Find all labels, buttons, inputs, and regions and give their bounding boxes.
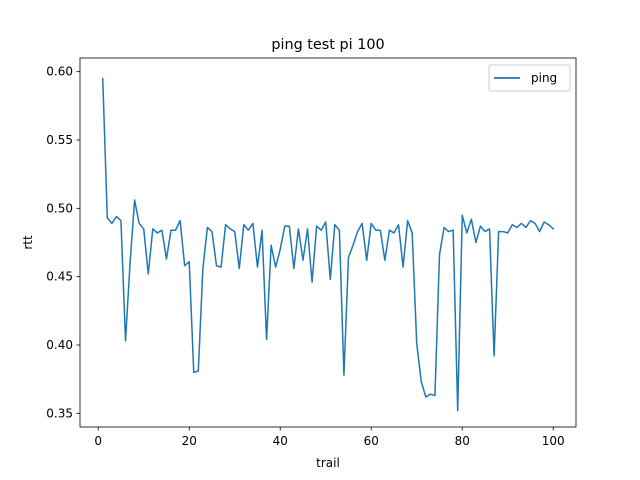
series-line-ping [101,77,555,412]
legend-box [488,64,571,92]
y-tick-label: 0.40 [46,338,73,352]
y-tick-label: 0.60 [46,65,73,79]
y-tick-label: 0.55 [46,133,73,147]
y-tick-label: 0.50 [46,201,73,215]
x-tick-label: 100 [542,434,565,448]
y-tick-label: 0.35 [46,406,73,420]
axes-frame [79,57,577,428]
x-tick-label: 80 [455,434,470,448]
legend-label-ping: ping [531,71,557,85]
x-tick-label: 0 [94,434,102,448]
plot-area [101,77,555,412]
x-axis-label: trail [316,456,340,470]
y-axis-label: rtt [21,235,35,250]
x-tick-label: 40 [273,434,288,448]
y-tick-label: 0.45 [46,270,73,284]
chart-title: ping test pi 100 [271,37,384,53]
x-axis: 0 20 40 60 80 100 [94,427,565,448]
y-axis: 0.35 0.40 0.45 0.50 0.55 0.60 [46,65,80,420]
legend: ping [488,64,571,92]
x-tick-label: 20 [182,434,197,448]
x-tick-label: 60 [364,434,379,448]
